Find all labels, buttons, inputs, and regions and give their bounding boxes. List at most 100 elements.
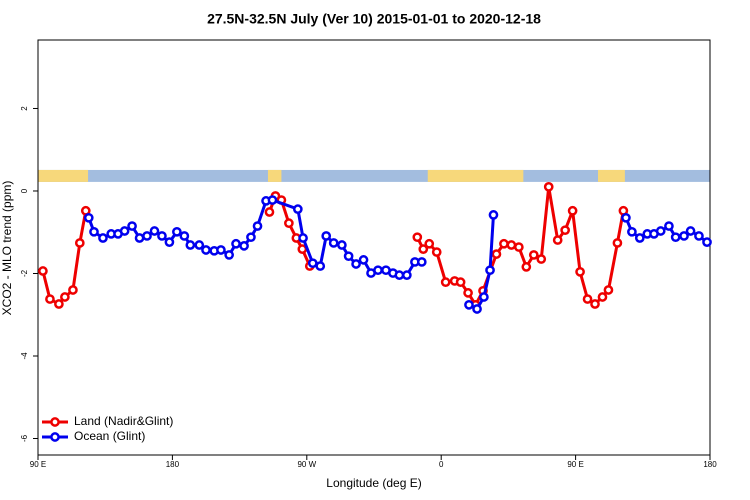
data-point	[685, 226, 696, 236]
data-point	[60, 292, 70, 302]
data-point	[264, 207, 275, 217]
data-point	[491, 249, 502, 259]
data-point	[89, 226, 99, 237]
data-point	[149, 226, 160, 236]
chart-title: 27.5N-32.5N July (Ver 10) 2015-01-01 to …	[207, 11, 541, 27]
data-point	[536, 254, 547, 264]
data-point	[216, 245, 226, 255]
x-tick-label: 180	[703, 460, 717, 469]
data-point	[246, 232, 256, 243]
data-point	[634, 233, 645, 243]
data-point	[560, 225, 570, 236]
data-point	[670, 232, 681, 243]
data-point	[351, 259, 361, 269]
data-point	[142, 231, 152, 241]
data-point	[98, 233, 108, 243]
x-tick-label: 0	[439, 460, 444, 469]
legend-label: Land (Nadir&Glint)	[74, 414, 173, 428]
y-axis-label: XCO2 - MLO trend (ppm)	[0, 181, 14, 316]
land-strip	[38, 169, 89, 182]
data-point	[38, 266, 48, 276]
x-tick-label: 90 E	[567, 460, 583, 469]
data-point	[127, 221, 137, 231]
data-point	[455, 277, 466, 288]
data-point	[418, 244, 429, 255]
data-point	[464, 299, 474, 310]
data-point	[394, 270, 405, 280]
data-point	[54, 299, 64, 309]
data-point	[424, 238, 435, 249]
data-point	[488, 210, 499, 220]
data-point	[597, 292, 608, 302]
data-point	[337, 240, 347, 250]
data-point	[567, 205, 578, 216]
data-point	[543, 182, 554, 192]
data-point	[485, 265, 495, 276]
data-point	[231, 238, 241, 249]
data-point	[655, 226, 666, 236]
data-point	[267, 195, 278, 205]
data-point	[83, 212, 94, 223]
data-point	[119, 226, 130, 236]
y-tick-label: 0	[20, 188, 29, 193]
legend-marker	[50, 432, 60, 442]
data-point	[575, 266, 585, 277]
data-point	[201, 245, 211, 255]
data-point	[479, 292, 489, 302]
data-point	[499, 238, 509, 249]
data-point	[431, 247, 442, 257]
data-point	[74, 238, 85, 248]
x-tick-label: 180	[166, 460, 180, 469]
data-point	[679, 231, 689, 241]
data-point	[521, 262, 532, 272]
data-point	[172, 226, 182, 237]
data-point	[463, 288, 473, 298]
data-point	[472, 304, 482, 314]
data-point	[702, 237, 712, 247]
x-axis-label: Longitude (deg E)	[326, 476, 421, 490]
land-strip	[598, 169, 625, 182]
data-point	[307, 258, 318, 269]
data-point	[321, 231, 332, 241]
data-point	[134, 233, 145, 243]
data-point	[621, 212, 631, 223]
data-point	[164, 237, 175, 247]
legend-marker	[50, 417, 60, 427]
data-point	[292, 204, 303, 214]
data-point	[590, 299, 600, 309]
data-point	[694, 231, 704, 241]
land-strip	[427, 169, 524, 182]
data-point	[68, 285, 78, 295]
y-tick-label: 2	[20, 106, 29, 111]
data-point	[252, 221, 263, 231]
data-point	[552, 235, 563, 245]
data-point	[179, 231, 190, 241]
y-tick-label: -2	[20, 269, 29, 277]
data-point	[514, 242, 524, 252]
x-tick-label: 90 E	[30, 460, 46, 469]
y-tick-label: -6	[20, 434, 29, 442]
y-tick-label: -4	[20, 352, 29, 360]
data-point	[298, 233, 308, 243]
data-point	[612, 238, 623, 248]
data-point	[328, 238, 339, 248]
data-point	[402, 270, 412, 280]
data-point	[373, 265, 383, 276]
land-strip	[267, 169, 282, 182]
data-point	[239, 240, 249, 251]
plot-frame	[37, 39, 711, 456]
data-point	[157, 231, 167, 241]
ocean-strip	[38, 169, 710, 182]
data-point	[185, 240, 196, 250]
data-point	[45, 294, 55, 304]
data-point	[440, 277, 451, 288]
data-point	[224, 250, 234, 260]
x-tick-label: 90 W	[297, 460, 316, 469]
data-point	[358, 255, 369, 265]
legend-label: Ocean (Glint)	[74, 429, 145, 443]
data-point	[627, 226, 637, 237]
data-point	[416, 257, 427, 267]
data-point	[664, 221, 674, 231]
data-point	[506, 240, 517, 250]
